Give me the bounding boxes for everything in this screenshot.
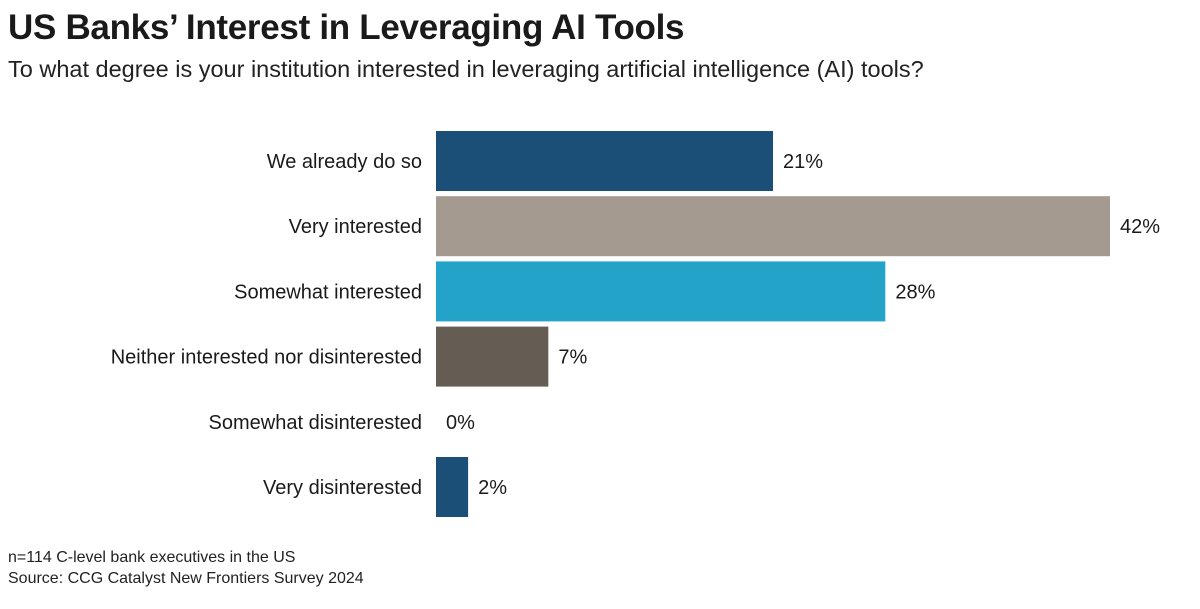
value-label: 42% (1120, 216, 1160, 238)
category-label: Somewhat disinterested (209, 412, 422, 434)
chart-subtitle: To what degree is your institution inter… (8, 56, 924, 82)
value-label: 0% (446, 412, 475, 434)
bar (436, 457, 469, 517)
category-label: Very interested (289, 216, 422, 238)
category-label: Neither interested nor disinterested (111, 347, 422, 369)
source-note: Source: CCG Catalyst New Frontiers Surve… (8, 570, 364, 587)
bar (436, 196, 1110, 257)
bar (436, 261, 886, 322)
value-label: 28% (895, 281, 935, 303)
bar (436, 131, 773, 191)
bar (436, 326, 549, 387)
value-label: 7% (558, 347, 587, 369)
category-label: Somewhat interested (234, 281, 422, 303)
value-label: 2% (478, 477, 507, 499)
category-label: We already do so (267, 151, 422, 173)
sample-note: n=114 C-level bank executives in the US (8, 549, 296, 566)
category-label: Very disinterested (263, 477, 422, 499)
chart-title: US Banks’ Interest in Leveraging AI Tool… (8, 8, 685, 47)
value-label: 21% (783, 151, 823, 173)
bars-layer: We already do so 21% Very interested 42% Som… (111, 131, 1160, 517)
chart-footer: n=114 C-level bank executives in the US … (8, 547, 364, 589)
